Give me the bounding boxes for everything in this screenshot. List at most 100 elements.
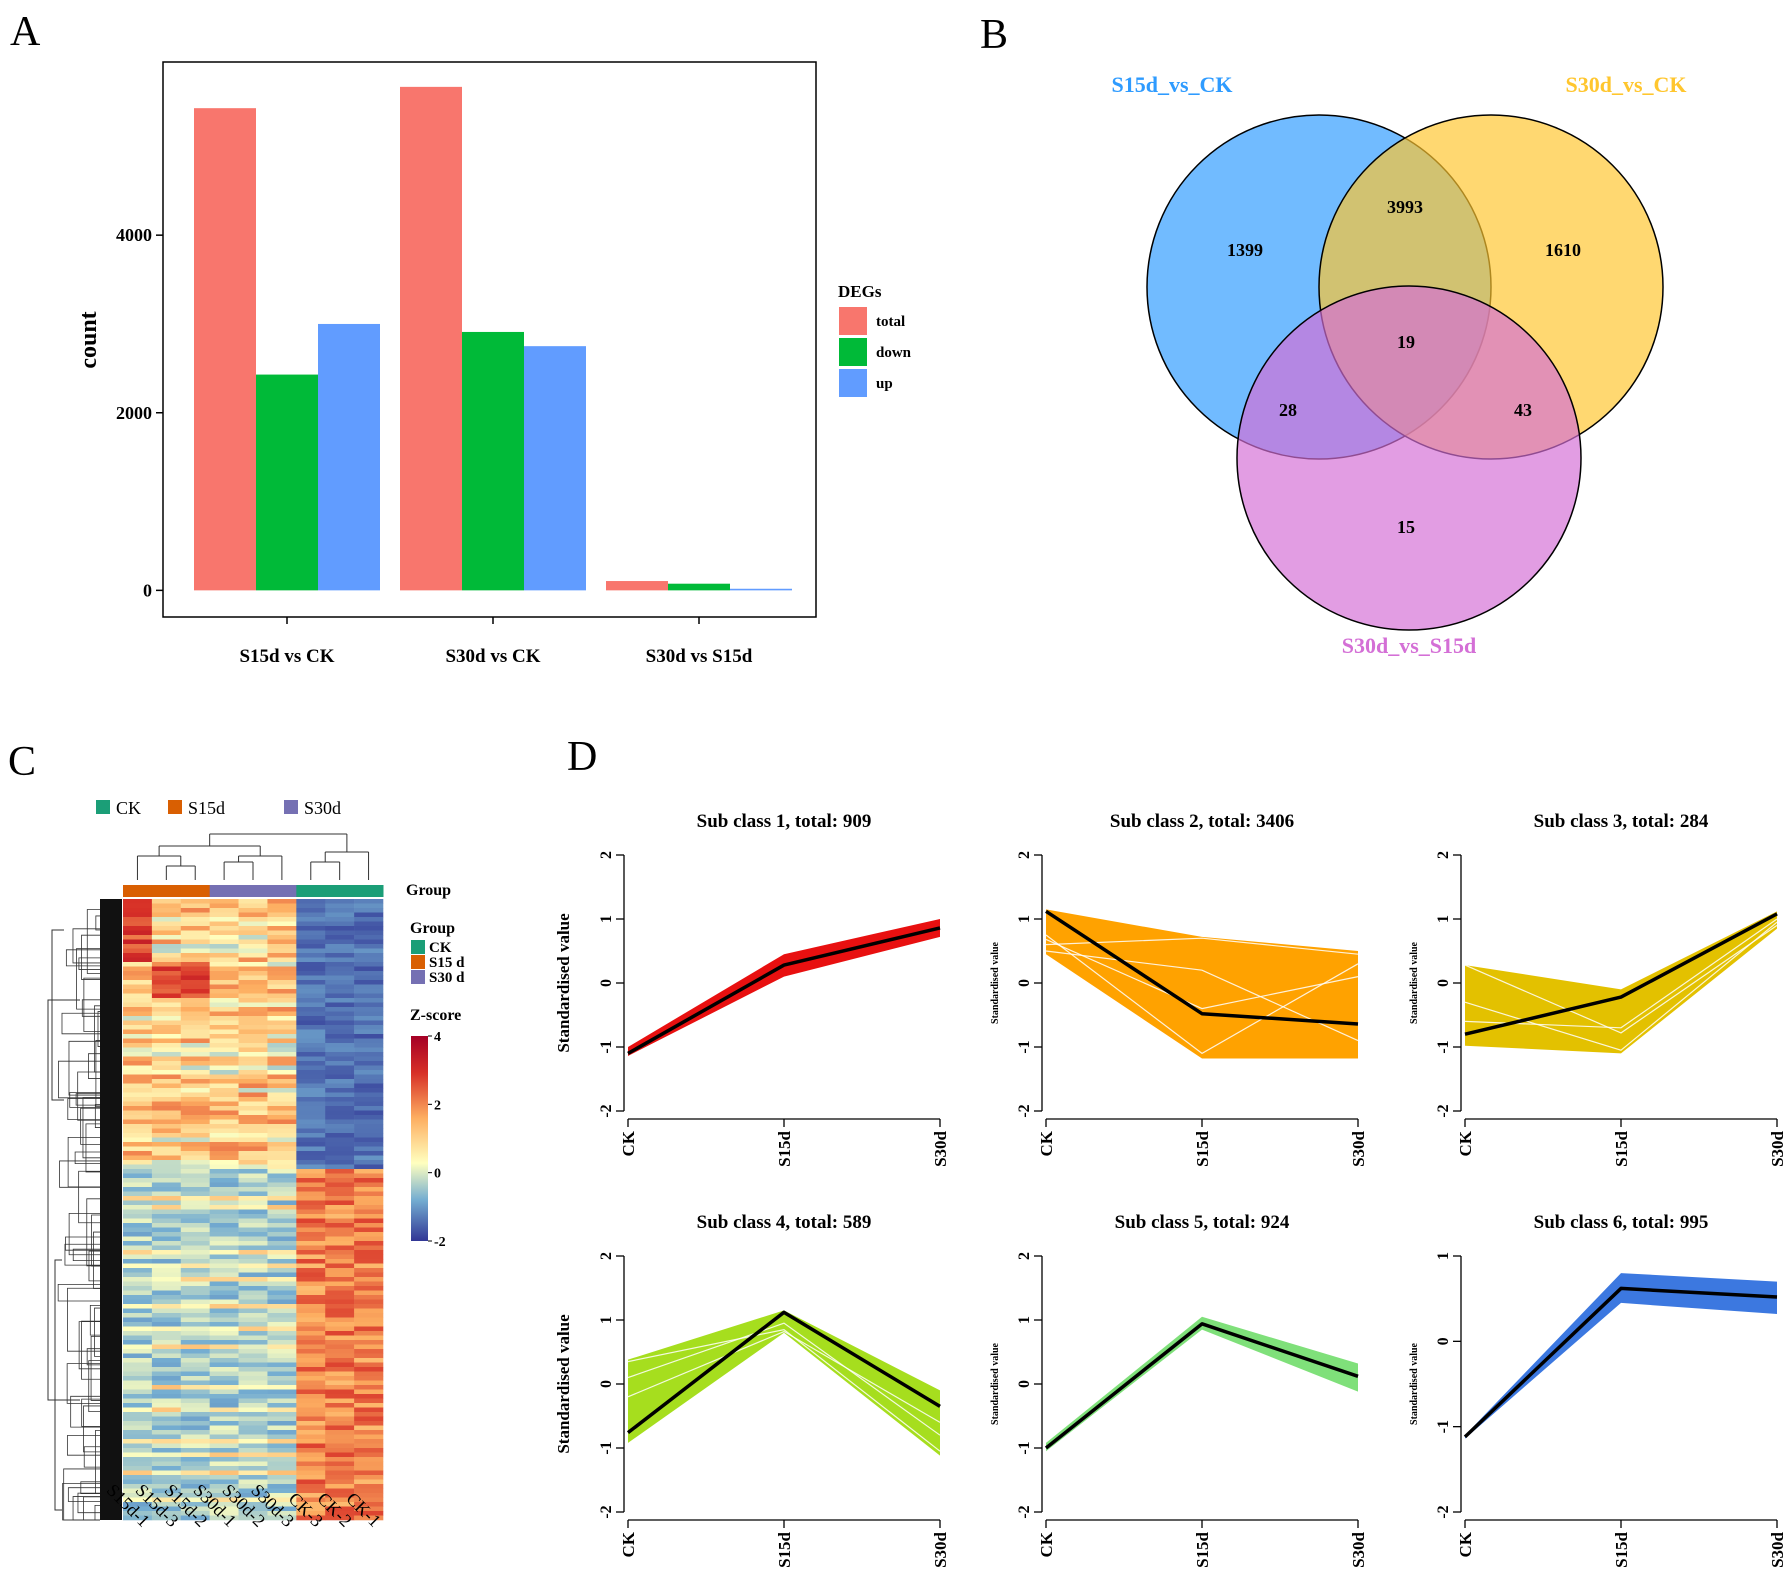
heatmap-cell	[267, 1052, 297, 1057]
heatmap-cell	[123, 1335, 153, 1341]
heatmap-cell	[209, 1475, 239, 1480]
heatmap-cell	[151, 1070, 182, 1075]
heatmap-cell	[180, 1448, 210, 1453]
heatmap-cell	[354, 1007, 384, 1012]
heatmap-cell	[267, 1034, 297, 1039]
heatmap-cell	[296, 899, 326, 904]
heatmap-cell	[238, 1205, 268, 1210]
heatmap-cell	[296, 1245, 326, 1251]
heatmap-cell	[296, 1182, 326, 1188]
heatmap-cell	[325, 1434, 355, 1440]
heatmap-cell	[123, 1124, 153, 1129]
heatmap-cell	[180, 1416, 210, 1422]
heatmap-cell	[180, 1074, 210, 1080]
heatmap-cell	[238, 1425, 268, 1431]
heatmap-cell	[151, 1394, 182, 1399]
heatmap-cell	[151, 1011, 182, 1017]
heatmap-cell	[180, 1263, 210, 1269]
heatmap-cell	[296, 1011, 326, 1017]
heatmap-cell	[267, 1074, 297, 1080]
heatmap-cell	[180, 989, 210, 994]
y-tick-label: 0	[1435, 1337, 1452, 1345]
heatmap-cell	[123, 1110, 153, 1116]
heatmap-cell	[325, 921, 355, 927]
heatmap-cell	[123, 1254, 153, 1260]
heatmap-cell	[151, 1196, 182, 1201]
heatmap-cell	[238, 1488, 268, 1494]
heatmap-cell	[180, 935, 210, 940]
heatmap-cell	[325, 1236, 355, 1242]
dendrogram-branch	[77, 1071, 100, 1121]
heatmap-cell	[325, 1299, 355, 1305]
colorbar-tick-label: 2	[434, 1098, 441, 1113]
heatmap-cell	[325, 1511, 355, 1516]
heatmap-cell	[151, 1470, 182, 1476]
heatmap-cell	[296, 1137, 326, 1143]
y-axis-label: Standardised value	[554, 913, 573, 1053]
legend-label: up	[876, 376, 893, 392]
heatmap-cell	[151, 1133, 182, 1138]
heatmap-cell	[151, 1200, 182, 1206]
heatmap-cell	[325, 998, 355, 1003]
heatmap-cell	[325, 1335, 355, 1341]
group-legend-label: S15 d	[429, 955, 465, 971]
heatmap-cell	[238, 1124, 268, 1129]
heatmap-cell	[123, 1380, 153, 1386]
heatmap-cell	[296, 1200, 326, 1206]
dendrogram-branch	[81, 1398, 100, 1427]
heatmap-cell	[267, 1142, 297, 1147]
heatmap-cell	[354, 1430, 384, 1435]
heatmap-cell	[180, 917, 210, 922]
heatmap-cell	[296, 1092, 326, 1098]
heatmap-cell	[296, 1164, 326, 1170]
heatmap-cell	[180, 966, 210, 972]
heatmap-cell	[267, 1488, 297, 1494]
heatmap-cell	[123, 1097, 153, 1102]
heatmap-cell	[267, 1380, 297, 1386]
heatmap-cell	[354, 1038, 384, 1044]
heatmap-cell	[180, 1430, 210, 1435]
heatmap-cell	[296, 1218, 326, 1224]
heatmap-cell	[354, 1322, 384, 1327]
heatmap-cell	[209, 1313, 239, 1318]
dendrogram-branch	[67, 1136, 100, 1188]
heatmap-cell	[296, 1398, 326, 1404]
heatmap-cell	[296, 1160, 326, 1165]
heatmap-cell	[354, 1088, 384, 1093]
heatmap-cell	[238, 1326, 268, 1332]
heatmap-cell	[238, 1452, 268, 1458]
subclass-title: Sub class 1, total: 909	[697, 811, 872, 832]
heatmap-cell	[151, 1025, 182, 1030]
heatmap-cell	[325, 1146, 355, 1152]
heatmap-cell	[325, 1272, 355, 1278]
heatmap-cell	[325, 1371, 355, 1377]
heatmap-cell	[267, 1227, 297, 1233]
heatmap-cell	[151, 899, 182, 904]
top-legend-label: S15d	[188, 798, 225, 818]
dendrogram-branch	[80, 1107, 100, 1145]
x-tick-label: S15d vs CK	[239, 646, 334, 667]
heatmap-cell	[267, 1092, 297, 1098]
heatmap-cell	[123, 921, 153, 927]
heatmap-cell	[354, 1272, 384, 1278]
heatmap-cell	[238, 1187, 268, 1192]
heatmap-cell	[238, 1020, 268, 1026]
heatmap-cell	[209, 917, 239, 922]
heatmap-cell	[209, 935, 239, 940]
heatmap-cell	[267, 1232, 297, 1237]
heatmap-cell	[123, 912, 153, 918]
heatmap-cell	[209, 1493, 239, 1498]
dendrogram-branch	[86, 909, 100, 974]
heatmap-cell	[151, 1245, 182, 1251]
heatmap-cell	[267, 1209, 297, 1215]
heatmap-cell	[296, 957, 326, 963]
heatmap-cell	[296, 1097, 326, 1102]
heatmap-cell	[151, 1209, 182, 1215]
heatmap-cell	[238, 1011, 268, 1017]
heatmap-cell	[180, 1286, 210, 1291]
y-tick-label: 4000	[116, 225, 152, 245]
venn-count: 3993	[1387, 197, 1423, 217]
y-tick-label: 2	[598, 1252, 615, 1260]
heatmap-cell	[354, 1227, 384, 1233]
heatmap-cell	[325, 1133, 355, 1138]
